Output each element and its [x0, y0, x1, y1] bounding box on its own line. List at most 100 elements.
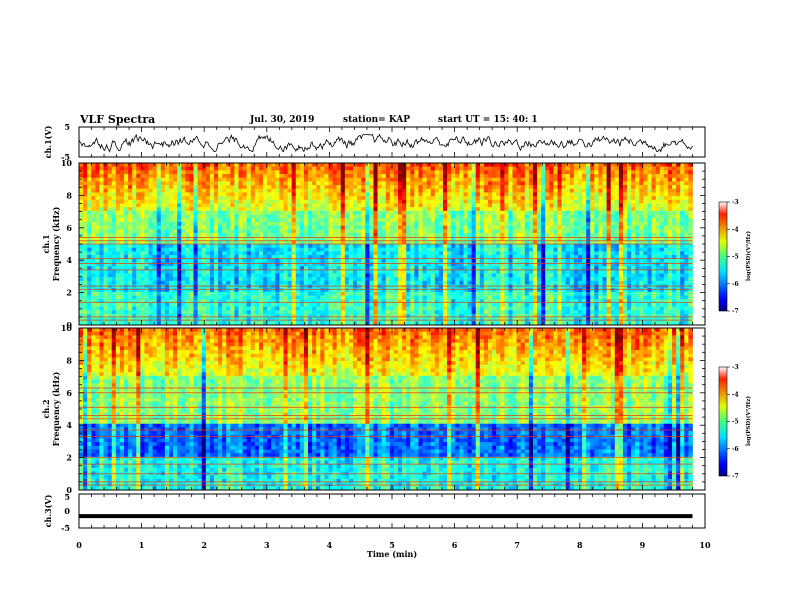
spectrogram-cell	[569, 258, 575, 263]
spectrogram-cell	[467, 244, 473, 249]
spectrogram-cell	[385, 258, 391, 263]
spectrogram-cell	[475, 203, 481, 208]
spectrogram-cell	[160, 174, 166, 179]
spectrogram-cell	[500, 177, 505, 182]
spectrogram-cell	[140, 221, 145, 226]
spectrogram-cell	[586, 174, 591, 179]
spectrogram-cell	[279, 240, 284, 245]
spectrogram-cell	[635, 170, 640, 175]
spectrogram-cell	[254, 218, 260, 223]
spectrogram-cell	[389, 188, 395, 193]
spectrogram-cell	[312, 251, 317, 256]
spectrogram-cell	[508, 236, 513, 241]
spectrogram-cell	[111, 266, 117, 271]
spectrogram-cell	[577, 199, 583, 204]
spectrogram-cell	[479, 207, 485, 212]
spectrogram-cell	[438, 255, 444, 260]
spectrogram-cell	[402, 277, 407, 282]
spectrogram-cell	[99, 218, 104, 223]
spectrogram-cell	[471, 188, 477, 193]
spectrogram-cell	[164, 174, 170, 179]
spectrogram-cell	[91, 255, 96, 260]
spectrogram-cell	[369, 232, 374, 238]
spectrogram-cell	[209, 221, 215, 226]
spectrogram-cell	[348, 218, 354, 223]
spectrogram-cell	[320, 192, 325, 197]
spectrogram-cell	[160, 188, 166, 193]
spectrogram-cell	[410, 166, 415, 171]
spectrogram-cell	[655, 221, 661, 226]
spectrogram-cell	[263, 214, 268, 219]
spectrogram-cell	[647, 210, 652, 215]
spectrogram-cell	[246, 236, 252, 241]
spectrogram-cell	[410, 251, 415, 256]
spectrogram-cell	[541, 214, 546, 219]
spectrogram-cell	[353, 221, 358, 226]
spectrogram-cell	[402, 232, 407, 238]
spectrogram-cell	[680, 269, 685, 274]
spectrogram-cell	[258, 229, 264, 234]
spectrogram-cell	[332, 273, 338, 278]
spectrogram-cell	[434, 192, 440, 197]
spectrogram-cell	[684, 207, 689, 212]
spectrogram-cell	[676, 229, 681, 234]
spectrogram-cell	[222, 266, 227, 271]
spectrogram-cell	[258, 247, 264, 252]
spectrogram-cell	[635, 207, 640, 212]
spectrogram-cell	[99, 196, 104, 201]
spectrogram-cell	[471, 247, 477, 252]
spectrogram-cell	[606, 185, 612, 190]
spectrogram-cell	[438, 181, 444, 186]
spectrogram-cell	[455, 218, 460, 223]
spectrogram-cell	[128, 262, 133, 267]
spectrogram-cell	[467, 188, 473, 193]
spectrogram-cell	[312, 258, 317, 263]
spectrogram-cell	[132, 258, 137, 263]
spectrogram-cell	[201, 232, 207, 238]
spectrogram-cell	[545, 166, 550, 171]
spectrogram-cell	[275, 221, 280, 226]
spectrogram-cell	[295, 174, 301, 179]
spectrogram-cell	[250, 255, 256, 260]
spectrogram-cell	[398, 273, 403, 278]
spectrogram-cell	[393, 163, 399, 168]
spectrogram-cell	[463, 163, 468, 168]
spectrogram-cell	[663, 232, 669, 238]
spectrogram-cell	[91, 262, 96, 267]
spectrogram-cell	[377, 181, 383, 186]
spectrogram-cell	[688, 207, 693, 212]
spectrogram-cell	[246, 280, 252, 285]
spectrogram-cell	[312, 199, 317, 204]
spectrogram-cell	[218, 170, 223, 175]
spectrogram-cell	[201, 192, 207, 197]
spectrogram-cell	[524, 214, 530, 219]
spectrogram-cell	[590, 214, 595, 219]
spectrogram-cell	[569, 185, 575, 190]
spectrogram-cell	[524, 225, 530, 230]
spectrogram-cell	[385, 177, 391, 182]
spectrogram-cell	[308, 188, 313, 193]
spectrogram-cell	[246, 255, 252, 260]
spectrogram-cell	[340, 280, 346, 285]
spectrogram-cell	[680, 210, 685, 215]
spectrogram-cell	[663, 277, 669, 282]
spectrogram-cell	[336, 192, 342, 197]
spectrogram-cell	[254, 221, 260, 226]
spectrogram-cell	[369, 166, 374, 171]
spectrogram-cell	[647, 232, 652, 238]
spectrogram-cell	[467, 266, 473, 271]
spectrogram-cell	[303, 273, 309, 278]
spectrogram-cell	[132, 236, 137, 241]
spectrogram-cell	[353, 229, 358, 234]
spectrogram-cell	[185, 218, 190, 223]
spectrogram-cell	[373, 247, 378, 252]
spectrogram-cell	[532, 166, 538, 171]
spectrogram-cell	[426, 240, 432, 245]
spectrogram-cell	[643, 207, 648, 212]
spectrogram-cell	[193, 244, 199, 249]
spectrogram-cell	[344, 185, 350, 190]
spectrogram-cell	[479, 166, 485, 171]
spectrogram-cell	[426, 273, 432, 278]
spectrogram-cell	[659, 181, 665, 186]
spectrogram-cell	[430, 199, 436, 204]
